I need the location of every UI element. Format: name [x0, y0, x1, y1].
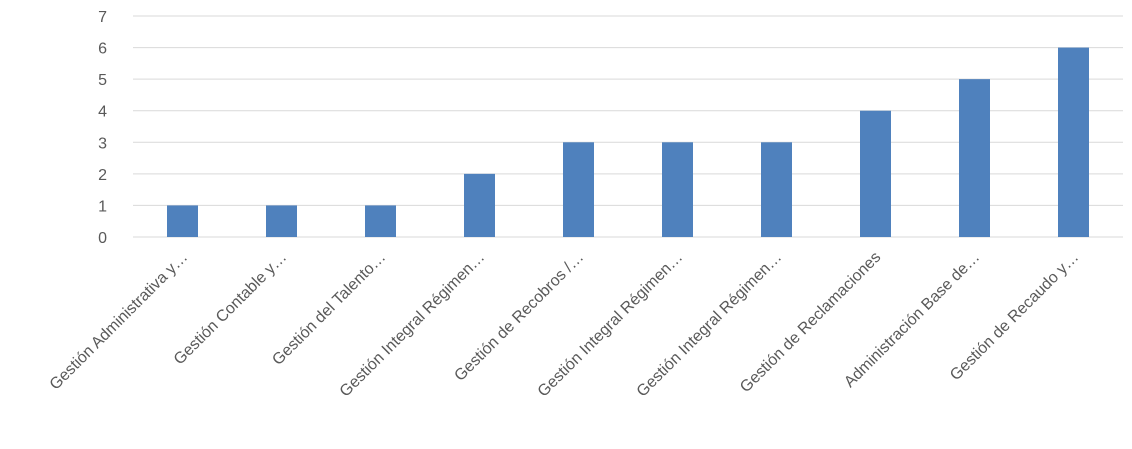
- bar-6: [662, 142, 693, 237]
- x-category-label: Gestión Contable y…: [171, 249, 291, 369]
- y-tick-label: 2: [98, 167, 107, 184]
- y-tick-label: 5: [98, 72, 107, 89]
- x-axis-category-labels: Gestión Administrativa y…Gestión Contabl…: [47, 249, 1083, 401]
- bar-9: [959, 79, 990, 238]
- bar-4: [464, 173, 495, 237]
- bar-3: [365, 205, 396, 237]
- bar-5: [563, 142, 594, 237]
- y-axis-tick-labels: 0 1 2 3 4 5 6 7: [98, 9, 107, 247]
- bar-2: [266, 205, 297, 237]
- y-tick-label: 3: [98, 135, 107, 152]
- y-tick-label: 4: [98, 104, 107, 121]
- gridlines: [133, 15, 1123, 238]
- bar-1: [167, 205, 198, 237]
- bar-7: [761, 142, 792, 237]
- y-tick-label: 7: [98, 9, 107, 26]
- y-tick-label: 0: [98, 230, 107, 247]
- bar-8: [860, 110, 891, 237]
- y-tick-label: 6: [98, 41, 107, 58]
- x-category-label: Gestión del Talento…: [269, 249, 389, 369]
- x-category-label: Gestión Administrativa y…: [47, 249, 192, 394]
- bars: [167, 47, 1089, 238]
- bar-10: [1058, 47, 1089, 238]
- y-tick-label: 1: [98, 198, 107, 215]
